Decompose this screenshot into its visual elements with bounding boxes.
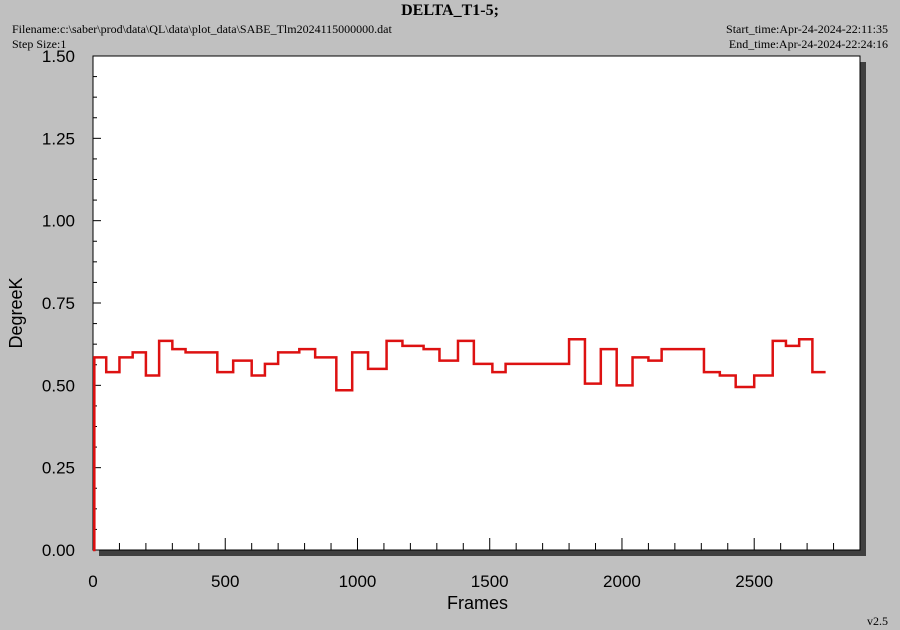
x-tick-label: 2000: [603, 572, 641, 591]
x-tick-label: 500: [211, 572, 239, 591]
end-time-label: End_time:Apr-24-2024-22:24:16: [728, 37, 888, 51]
y-tick-label: 1.25: [42, 129, 75, 148]
y-tick-label: 0.00: [42, 541, 75, 560]
y-tick-label: 0.25: [42, 459, 75, 478]
x-tick-label: 1500: [471, 572, 509, 591]
y-tick-label: 1.50: [42, 47, 75, 66]
series-line: [93, 337, 826, 552]
x-tick-label: 0: [88, 572, 97, 591]
filename-label: Filename:c:\saber\prod\data\QL\data\plot…: [12, 22, 392, 36]
start-time-label: Start_time:Apr-24-2024-22:11:35: [726, 22, 888, 36]
plot-area: [92, 55, 861, 551]
x-tick-label: 1000: [339, 572, 377, 591]
y-tick-label: 0.75: [42, 294, 75, 313]
step-size-label: Step Size:1: [12, 37, 67, 51]
x-axis-label: Frames: [447, 593, 508, 613]
y-tick-label: 0.50: [42, 376, 75, 395]
y-axis-label: DegreeK: [6, 277, 26, 348]
x-tick-label: 2500: [735, 572, 773, 591]
y-tick-label: 1.00: [42, 212, 75, 231]
chart-title: DELTA_T1-5;: [401, 2, 499, 19]
version-label: v2.5: [867, 614, 888, 628]
